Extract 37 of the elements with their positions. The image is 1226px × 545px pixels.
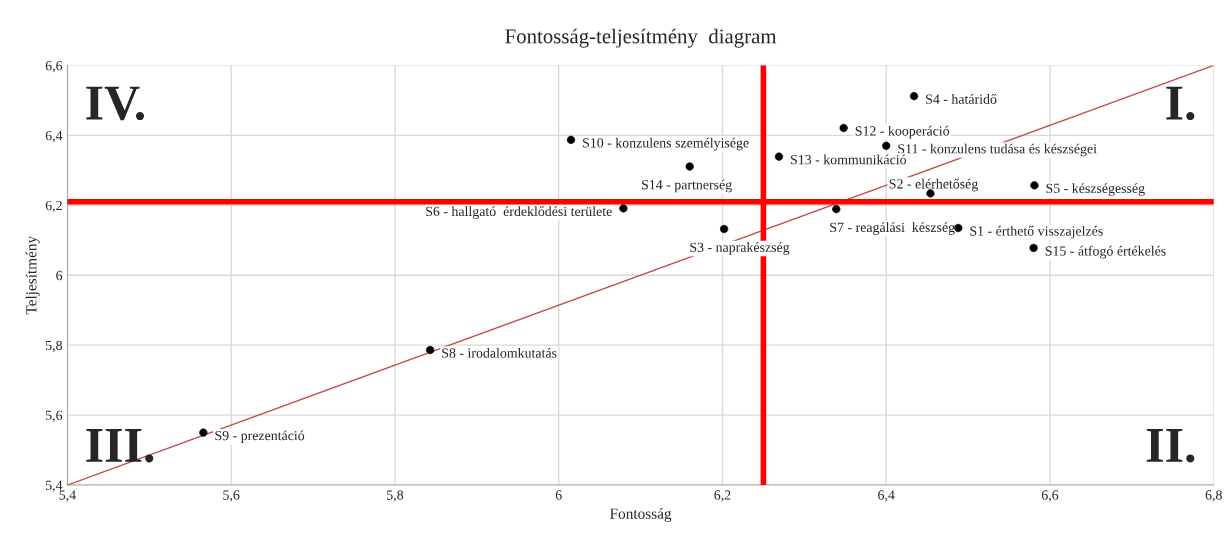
annotation: S9 - prezentáció [215,430,305,444]
annotation: S3 - naprakészség [690,242,790,255]
x-tick-label: 6,8 [1205,490,1222,502]
annotation: S13 - kommunikáció [791,154,907,165]
y-tick-label: 5,8 [46,340,63,353]
annotation: S10 - konzulens személyisége [583,137,749,151]
annotation: S8 - irodalomkutatás [442,347,557,358]
annotation: II. [1146,429,1195,463]
y-tick-label: 6,4 [45,130,63,143]
y-tick-label: 6,6 [45,61,63,73]
annotation: S2 - elérhetőség [889,178,978,192]
x-tick-label: 5,4 [59,490,76,502]
annotation: S1 - érthető visszajelzés [970,225,1103,239]
annotation: S15 - átfogó értékelés [1045,245,1166,259]
annotation: S4 - határidő [926,94,997,104]
chart-title: Fontosság-teljesítmény diagram [505,28,777,48]
y-tick-label: 6,2 [45,200,62,213]
x-axis-title: Fontosság [610,508,672,522]
x-tick-label: 6 [555,490,562,500]
annotation: III. [86,429,154,463]
y-tick-label: 5,4 [46,480,63,492]
annotation: S7 - reagálási készség [830,222,955,235]
y-tick-label: 5,6 [46,410,63,423]
annotation: S6 - hallgató érdeklődési területe [426,206,612,219]
x-tick-label: 6,4 [878,490,895,502]
y-axis-title: Teljesítmény [25,235,40,315]
x-tick-label: 5,6 [223,490,240,502]
annotation: S5 - készségesség [1046,183,1145,196]
x-tick-label: 6,6 [1041,490,1059,502]
x-tick-label: 5,8 [387,490,404,502]
y-tick-label: 6 [56,270,63,281]
x-tick-label: 6,2 [714,490,731,502]
annotation: I. [1166,86,1195,121]
annotation: S11 - konzulens tudása és készségei [898,143,1097,157]
annotation: S12 - kooperáció [855,125,950,139]
annotation: S14 - partnerség [642,179,732,193]
annotation: IV. [86,86,145,121]
